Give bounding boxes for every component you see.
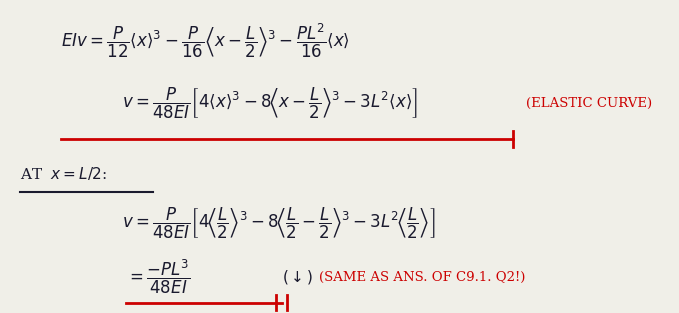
Text: $v = \dfrac{P}{48EI}\left[4\!\left\langle \dfrac{L}{2} \right\rangle^3 - 8\!\lef: $v = \dfrac{P}{48EI}\left[4\!\left\langl… <box>122 206 436 241</box>
Text: AT  $x = L/2$:: AT $x = L/2$: <box>20 165 107 182</box>
Text: $EIv = \dfrac{P}{12}\langle x \rangle^3 - \dfrac{P}{16}\left\langle x - \dfrac{L: $EIv = \dfrac{P}{12}\langle x \rangle^3 … <box>61 22 350 60</box>
Text: $v = \dfrac{P}{48EI}\left[4\langle x \rangle^3 - 8\!\left\langle x - \dfrac{L}{2: $v = \dfrac{P}{48EI}\left[4\langle x \ra… <box>122 86 418 121</box>
Text: $(\downarrow)$: $(\downarrow)$ <box>282 268 313 286</box>
Text: $= \dfrac{-PL^3}{48EI}$: $= \dfrac{-PL^3}{48EI}$ <box>126 258 190 296</box>
Text: (SAME AS ANS. OF C9.1. Q2!): (SAME AS ANS. OF C9.1. Q2!) <box>319 270 526 284</box>
Text: (ELASTIC CURVE): (ELASTIC CURVE) <box>526 97 653 110</box>
